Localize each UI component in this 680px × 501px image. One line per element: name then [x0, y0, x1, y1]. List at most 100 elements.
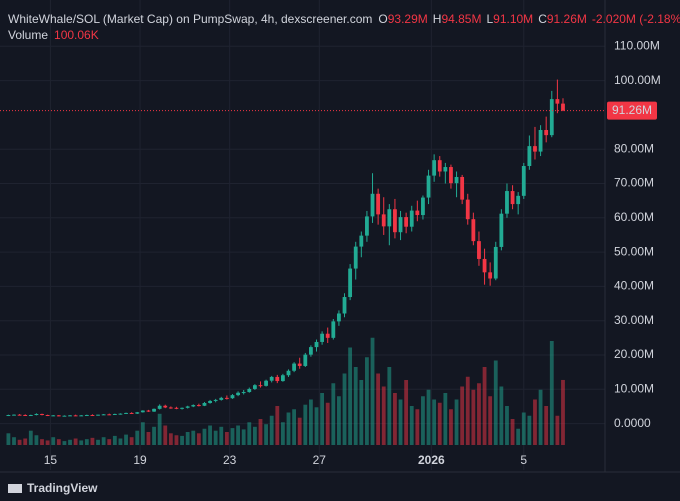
candle-body [482, 258, 487, 273]
volume-bar [96, 439, 100, 445]
volume-bar [208, 425, 212, 445]
y-tick-label: 80.00M [614, 141, 654, 155]
candle-body [107, 414, 112, 416]
candle-body [230, 395, 235, 399]
candle-body [96, 414, 100, 416]
candle-body [460, 176, 465, 200]
volume-bar [561, 379, 565, 445]
volume-bar [404, 380, 409, 445]
candle-body [163, 405, 168, 408]
volume-bar [488, 396, 493, 445]
volume-bar [549, 341, 554, 445]
volume-bar [437, 402, 442, 445]
candle-body [202, 403, 207, 406]
candle-body [286, 370, 291, 376]
brand[interactable]: TradingView [8, 481, 98, 495]
volume-bar [544, 406, 549, 445]
candle-body [331, 321, 336, 338]
candle-body [471, 219, 476, 242]
legend-value: 93.29M [388, 12, 428, 26]
volume-bar [527, 415, 532, 445]
candle-body [415, 210, 420, 216]
candle-body [258, 385, 263, 387]
candle-body [90, 415, 95, 417]
candle-body [359, 235, 364, 247]
candle-body [493, 246, 498, 279]
candle-body [45, 415, 50, 417]
legend-key: C [538, 12, 547, 26]
volume-bar [34, 435, 39, 445]
candle-body [62, 415, 67, 417]
volume-bar [337, 396, 341, 445]
volume-bar [510, 419, 515, 445]
volume-bar [538, 389, 543, 445]
candle-body [337, 313, 341, 322]
candle-body [437, 160, 442, 172]
volume-bar [443, 393, 448, 445]
volume-bar [415, 409, 420, 445]
volume-bar [308, 399, 313, 445]
x-tick-label: 23 [223, 453, 237, 467]
candle-body [129, 412, 134, 414]
candle-body [196, 405, 201, 407]
price-tag [607, 101, 657, 120]
volume-bar [286, 412, 291, 445]
price-tag-label: 91.26M [612, 103, 652, 117]
legend-key: L [486, 12, 493, 26]
volume-bar [23, 438, 28, 445]
volume-bar [135, 430, 140, 445]
candle-body [28, 415, 33, 417]
candle-body [247, 388, 252, 393]
volume-bar [521, 412, 526, 445]
candle-body [314, 341, 319, 348]
volume-bar [224, 432, 229, 445]
volume-bar [28, 430, 33, 445]
candle-body [342, 297, 347, 314]
volume-bar [62, 441, 67, 445]
volume-bar [275, 406, 280, 445]
candle-body [353, 246, 358, 269]
candle-body [544, 129, 549, 136]
candle-body [23, 415, 28, 417]
volume-legend: Volume 100.06K [8, 28, 99, 42]
candle-body [527, 146, 532, 167]
volume-bar [112, 435, 117, 445]
candle-body [241, 392, 246, 394]
candle-body [174, 407, 179, 409]
candle-body [191, 405, 196, 407]
candle-body [561, 103, 565, 111]
candle-body [17, 414, 22, 416]
x-tick-label: 2026 [418, 453, 445, 467]
volume-bar [79, 440, 84, 445]
candle-body [443, 167, 448, 172]
volume-bar [353, 367, 358, 445]
volume-bar [398, 399, 403, 445]
candle-body [152, 408, 156, 412]
candle-body [292, 363, 297, 371]
candle-body [538, 129, 543, 152]
volume-bar [202, 428, 207, 445]
volume-bar [303, 404, 308, 445]
volume-bar [185, 432, 190, 445]
candle-body [236, 392, 240, 396]
candle-body [56, 415, 61, 417]
volume-bar [129, 437, 134, 445]
volume-bar [499, 386, 504, 445]
volume-bar [533, 399, 537, 445]
volume-bar [56, 439, 61, 445]
volume-bars [6, 337, 565, 445]
volume-bar [45, 440, 50, 445]
legend-key: H [433, 12, 442, 26]
candle-body [426, 175, 431, 198]
volume-bar [381, 386, 386, 445]
candle-body [376, 193, 381, 215]
legend-value: 91.26M [547, 12, 587, 26]
volume-bar [320, 393, 325, 445]
volume-bar [465, 376, 470, 445]
volume-bar [258, 419, 263, 445]
candles [6, 79, 565, 417]
volume-bar [236, 425, 240, 445]
volume-bar [264, 424, 268, 445]
volume-bar [516, 428, 521, 445]
